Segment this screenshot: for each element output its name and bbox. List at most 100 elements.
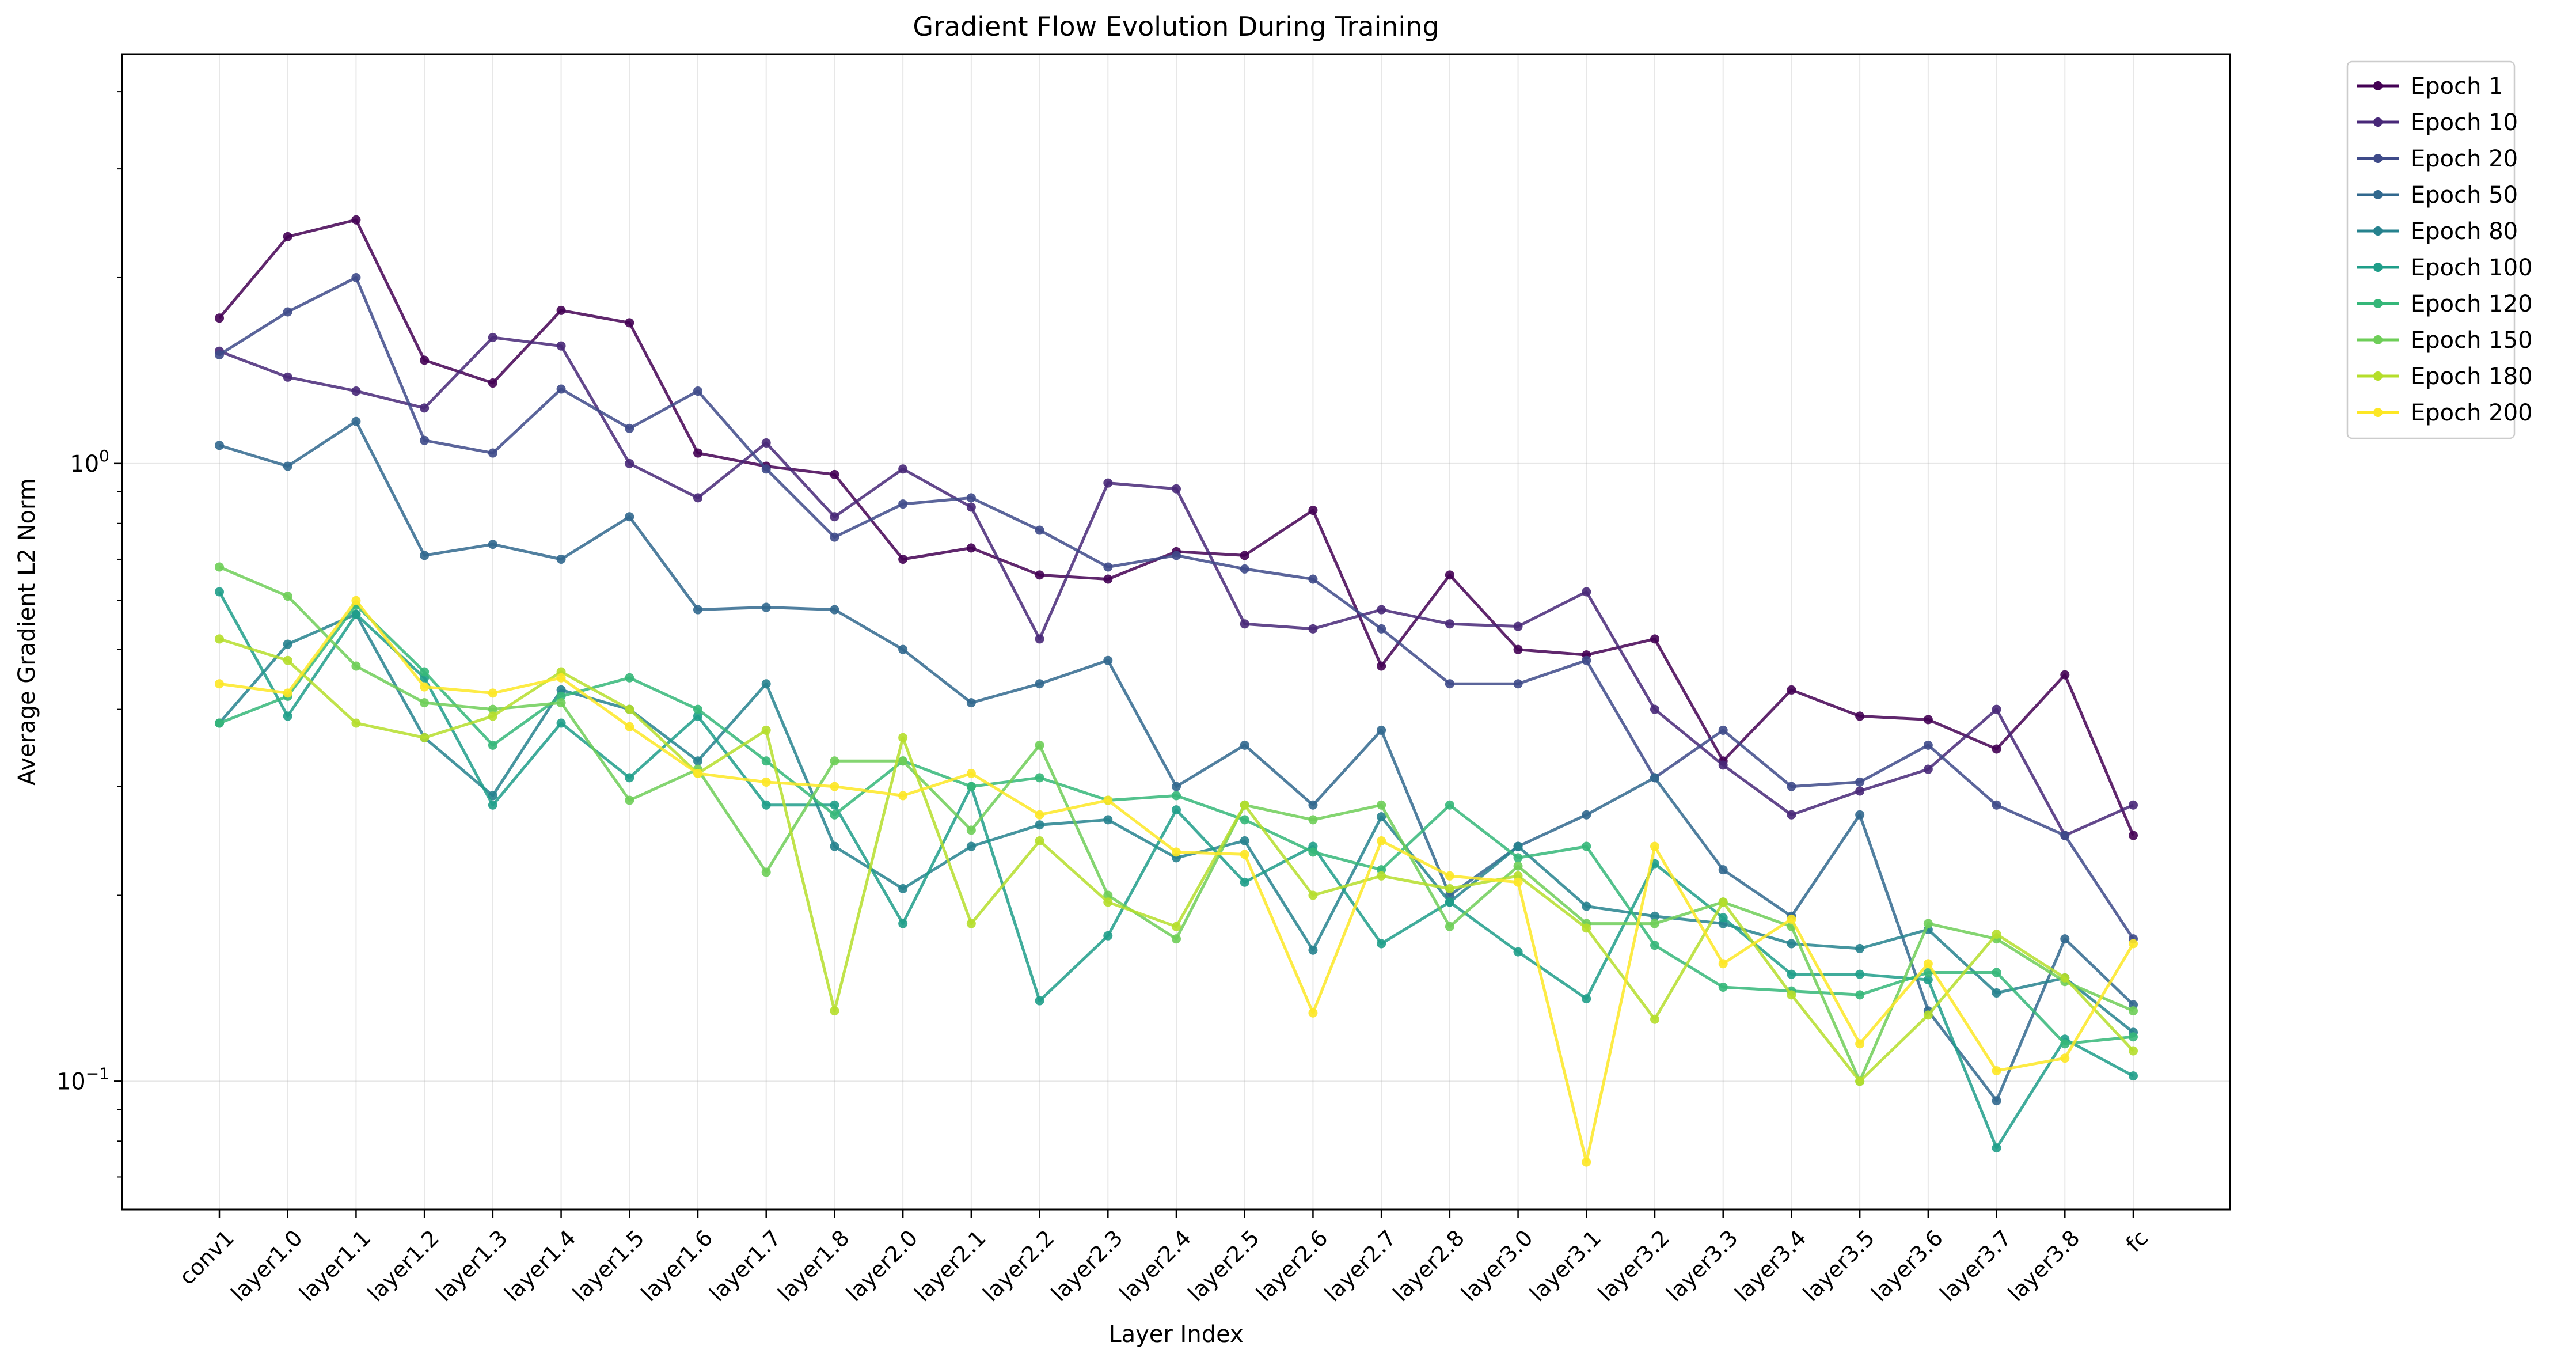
data-point — [1445, 619, 1454, 629]
data-point — [1240, 877, 1249, 887]
data-point — [1513, 621, 1523, 631]
data-point — [215, 679, 224, 689]
data-point — [1103, 655, 1113, 665]
data-point — [420, 355, 430, 365]
data-point — [1513, 679, 1523, 689]
series-lines — [215, 215, 2138, 1167]
data-point — [898, 919, 908, 928]
data-point — [1513, 853, 1523, 863]
data-point — [1650, 704, 1659, 714]
data-point — [283, 307, 292, 317]
data-point — [420, 551, 430, 560]
data-point — [1172, 847, 1181, 857]
data-point — [283, 655, 292, 665]
data-point — [1855, 1076, 1865, 1086]
data-point — [215, 350, 224, 359]
data-point — [966, 493, 976, 503]
data-point — [1103, 890, 1113, 900]
data-point — [420, 698, 430, 708]
y-axis-label: Average Gradient L2 Norm — [14, 478, 40, 785]
legend-label: Epoch 100 — [2411, 255, 2533, 281]
data-point — [2129, 1046, 2138, 1056]
data-point — [1855, 777, 1865, 787]
data-point — [1103, 897, 1113, 907]
data-point — [966, 919, 976, 928]
legend-label: Epoch 20 — [2411, 146, 2518, 172]
data-point — [1172, 805, 1181, 815]
data-point — [625, 795, 634, 805]
data-point — [283, 639, 292, 649]
data-point — [1855, 810, 1865, 820]
data-point — [1992, 930, 2001, 939]
data-point — [761, 777, 771, 787]
data-point — [1992, 988, 2001, 998]
data-point — [1103, 795, 1113, 805]
data-point — [1923, 968, 1933, 977]
legend-item: Epoch 200 — [2357, 400, 2533, 426]
data-point — [556, 384, 566, 394]
data-point — [1172, 922, 1181, 931]
data-point — [1923, 1010, 1933, 1020]
data-point — [1240, 815, 1249, 825]
data-point — [1445, 884, 1454, 893]
data-point — [1718, 959, 1728, 969]
data-point — [1582, 901, 1591, 911]
data-point — [420, 733, 430, 742]
data-point — [1103, 574, 1113, 584]
data-point — [1377, 725, 1386, 735]
data-point — [761, 464, 771, 474]
data-point — [1855, 786, 1865, 796]
data-point — [966, 782, 976, 791]
data-point — [1445, 800, 1454, 810]
data-point — [1855, 711, 1865, 721]
data-point — [556, 685, 566, 695]
legend-item: Epoch 150 — [2357, 327, 2533, 354]
data-point — [1308, 890, 1318, 900]
data-point — [488, 740, 497, 750]
data-point — [1582, 923, 1591, 933]
data-point — [1035, 679, 1044, 689]
data-point — [625, 318, 634, 328]
data-point — [1035, 996, 1044, 1006]
legend-label: Epoch 1 — [2411, 73, 2503, 100]
data-point — [488, 332, 497, 342]
legend-marker — [2373, 81, 2383, 90]
data-point — [1445, 679, 1454, 689]
data-point — [1923, 919, 1933, 928]
series-group — [215, 272, 2138, 944]
data-point — [1855, 969, 1865, 979]
data-point — [488, 448, 497, 458]
data-point — [1308, 506, 1318, 515]
data-point — [2060, 831, 2070, 840]
series-group — [215, 596, 2138, 1167]
legend-item: Epoch 10 — [2357, 109, 2518, 136]
data-point — [1240, 564, 1249, 574]
data-point — [2129, 1006, 2138, 1016]
legend-item: Epoch 20 — [2357, 146, 2518, 172]
data-point — [966, 543, 976, 553]
legend-marker — [2373, 190, 2383, 199]
data-point — [1718, 760, 1728, 770]
data-point — [1308, 815, 1318, 825]
data-point — [898, 644, 908, 654]
data-point — [761, 679, 771, 689]
y-tick-label: 10−1 — [56, 1064, 109, 1095]
legend-label: Epoch 50 — [2411, 182, 2518, 208]
data-point — [351, 272, 361, 282]
data-point — [556, 698, 566, 708]
data-point — [898, 756, 908, 766]
data-point — [1513, 644, 1523, 654]
data-point — [1992, 968, 2001, 977]
data-point — [693, 605, 702, 615]
data-point — [966, 841, 976, 851]
data-point — [215, 587, 224, 597]
data-point — [1787, 969, 1796, 979]
data-point — [830, 1006, 839, 1016]
data-point — [1582, 841, 1591, 851]
data-point — [1240, 800, 1249, 810]
data-point — [1172, 551, 1181, 560]
data-point — [1035, 570, 1044, 580]
data-point — [1377, 800, 1386, 810]
data-point — [898, 884, 908, 893]
data-point — [1923, 740, 1933, 750]
